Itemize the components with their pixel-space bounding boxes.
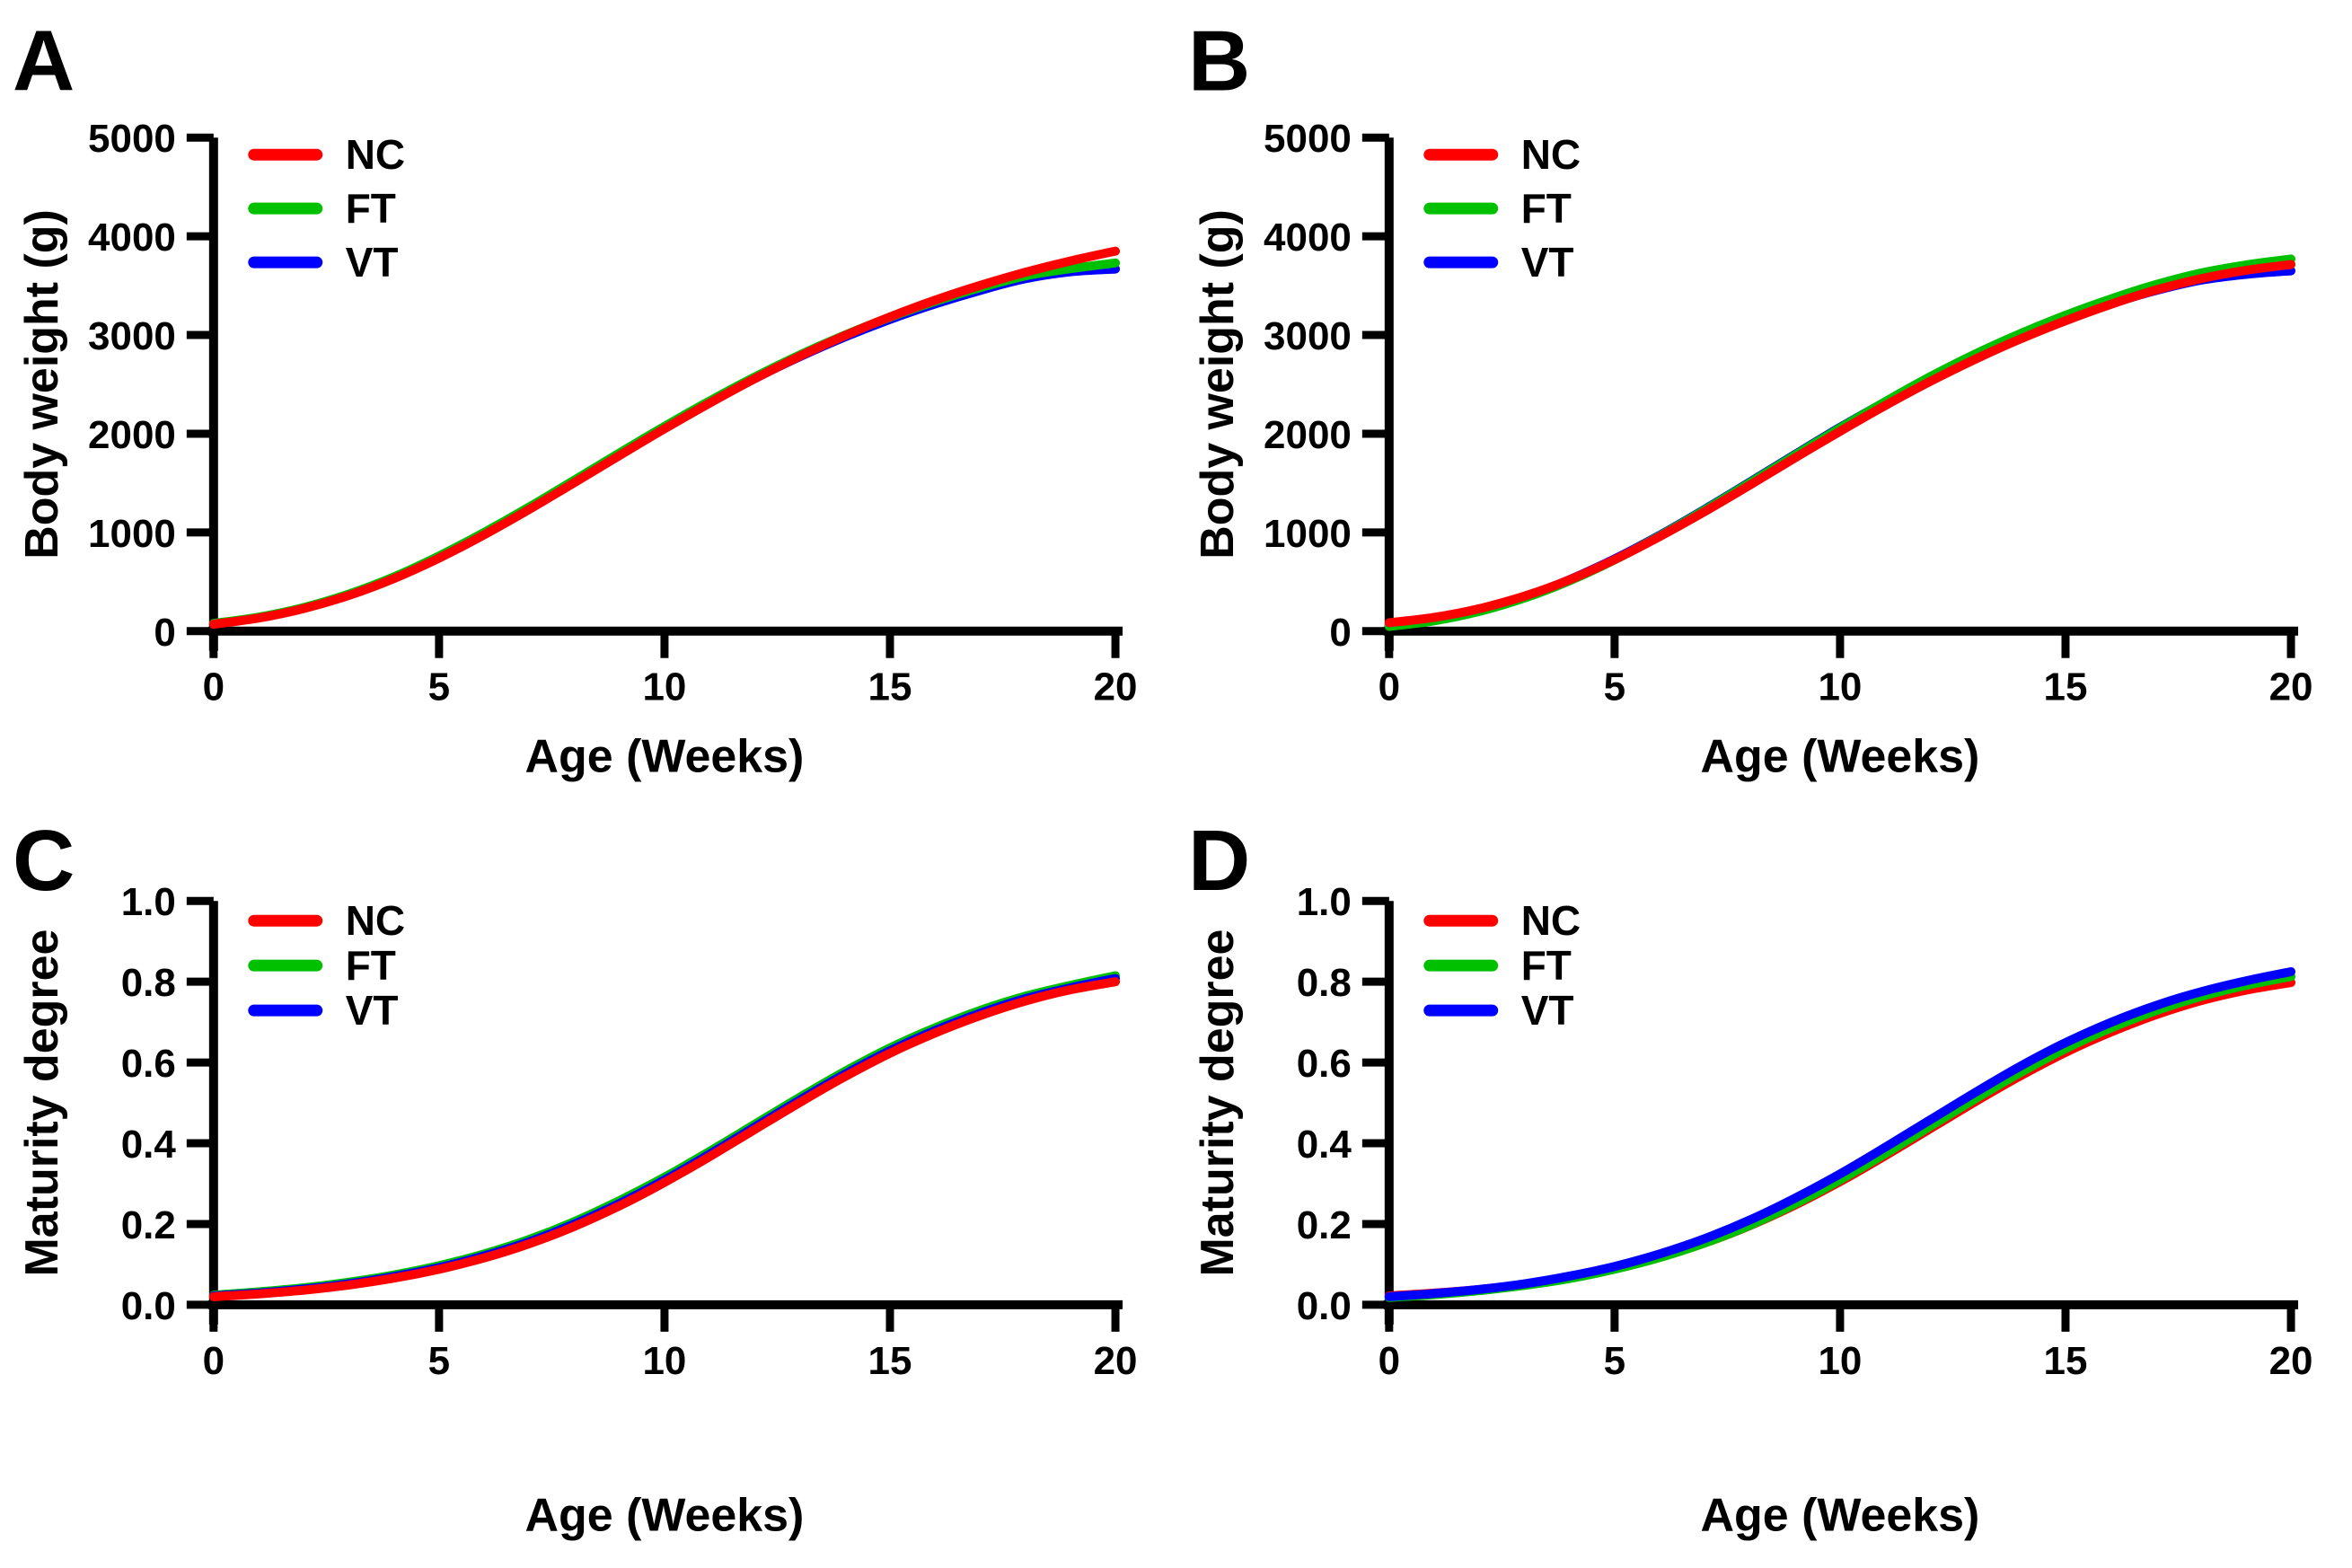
curve-NC <box>1384 260 2296 628</box>
curve-VT <box>208 264 1121 629</box>
panel-label: D <box>1188 813 1250 909</box>
y-tick-label: 0.2 <box>121 1203 176 1247</box>
x-tick-label: 0 <box>203 1339 225 1383</box>
panel-D-chart: D 0.0 0.2 0.4 0.6 0.8 1.0 0 5 10 15 20 Maturity degr… <box>1188 813 2313 1542</box>
y-tick-label: 5000 <box>1264 117 1352 161</box>
y-tick-label: 0.0 <box>1297 1284 1352 1328</box>
legend-label-VT: VT <box>1521 239 1574 286</box>
legend-label-NC: NC <box>1521 897 1581 944</box>
x-tick-label: 5 <box>1604 1339 1625 1383</box>
y-tick-label: 0 <box>154 611 175 655</box>
y-axis-title: Body weight (g) <box>1192 209 1244 559</box>
y-tick-label: 3000 <box>1264 314 1352 358</box>
x-tick-label: 10 <box>642 1339 686 1383</box>
legend-label-FT: FT <box>1521 185 1572 232</box>
y-tick-label: 2000 <box>1264 413 1352 457</box>
x-tick-label: 10 <box>1818 665 1862 709</box>
y-tick-label: 5000 <box>88 117 176 161</box>
y-tick-label: 1000 <box>1264 512 1352 556</box>
legend-label-VT: VT <box>1521 987 1574 1034</box>
panel-label: B <box>1188 13 1250 109</box>
y-tick-label: 0.4 <box>1297 1123 1352 1167</box>
x-tick-label: 15 <box>868 1339 912 1383</box>
x-tick-label: 20 <box>2269 665 2313 709</box>
y-tick-label: 4000 <box>1264 216 1352 260</box>
legend-label-NC: NC <box>346 131 405 178</box>
panel-label: C <box>13 813 75 909</box>
x-axis-title: Age (Weeks) <box>1701 731 1980 783</box>
y-tick-label: 0.6 <box>121 1042 176 1086</box>
y-tick-label: 1.0 <box>1297 880 1352 924</box>
legend-label-FT: FT <box>346 942 396 989</box>
y-tick-label: 2000 <box>88 413 176 457</box>
x-tick-label: 0 <box>1379 665 1400 709</box>
x-tick-label: 20 <box>2269 1339 2313 1383</box>
panel-B-chart: B 0 1000 2000 3000 4000 5000 0 5 10 15 20 Body weigh… <box>1188 13 2313 783</box>
x-tick-label: 5 <box>428 665 450 709</box>
x-tick-label: 20 <box>1094 1339 1138 1383</box>
legend-label-NC: NC <box>1521 131 1581 178</box>
y-tick-label: 1.0 <box>121 880 176 924</box>
y-tick-label: 4000 <box>88 216 176 260</box>
legend-label-VT: VT <box>346 239 399 286</box>
legend-label-NC: NC <box>346 897 405 944</box>
curve-VT <box>1384 266 2296 630</box>
legend-label-FT: FT <box>1521 942 1572 989</box>
x-axis-title: Age (Weeks) <box>525 1490 805 1542</box>
y-tick-label: 0.6 <box>1297 1042 1352 1086</box>
x-tick-label: 15 <box>2044 665 2088 709</box>
y-tick-label: 0.8 <box>1297 961 1352 1005</box>
curve-VT <box>1384 966 2296 1301</box>
y-tick-label: 0.4 <box>121 1123 177 1167</box>
x-tick-label: 15 <box>868 665 912 709</box>
curve-FT <box>208 258 1121 629</box>
panel-A-chart: A 0 1000 2000 3000 4000 5000 0 5 10 15 20 Body weigh… <box>13 13 1138 783</box>
y-tick-label: 0 <box>1329 611 1351 655</box>
x-axis-title: Age (Weeks) <box>1701 1490 1980 1542</box>
y-axis-title: Maturity degree <box>1192 929 1244 1277</box>
x-tick-label: 10 <box>1818 1339 1862 1383</box>
y-axis-title: Body weight (g) <box>16 209 68 559</box>
x-tick-label: 15 <box>2044 1339 2088 1383</box>
x-tick-label: 0 <box>203 665 225 709</box>
y-tick-label: 0.2 <box>1297 1203 1352 1247</box>
curve-FT <box>1384 254 2296 631</box>
y-axis-title: Maturity degree <box>16 929 68 1277</box>
curve-NC <box>208 977 1121 1301</box>
x-tick-label: 5 <box>428 1339 450 1383</box>
legend-label-VT: VT <box>346 987 399 1034</box>
panel-label: A <box>13 13 75 109</box>
x-axis-title: Age (Weeks) <box>525 731 805 783</box>
curve-NC <box>208 246 1121 630</box>
y-tick-label: 3000 <box>88 314 176 358</box>
y-tick-label: 0.8 <box>121 961 176 1005</box>
y-tick-label: 0.0 <box>121 1284 176 1328</box>
y-tick-label: 1000 <box>88 512 176 556</box>
legend-label-FT: FT <box>346 185 396 232</box>
x-tick-label: 5 <box>1604 665 1625 709</box>
x-tick-label: 20 <box>1094 665 1138 709</box>
x-tick-label: 10 <box>642 665 686 709</box>
x-tick-label: 0 <box>1379 1339 1400 1383</box>
panel-C-chart: C 0.0 0.2 0.4 0.6 0.8 1.0 0 5 10 15 20 Maturity degr… <box>13 813 1138 1542</box>
